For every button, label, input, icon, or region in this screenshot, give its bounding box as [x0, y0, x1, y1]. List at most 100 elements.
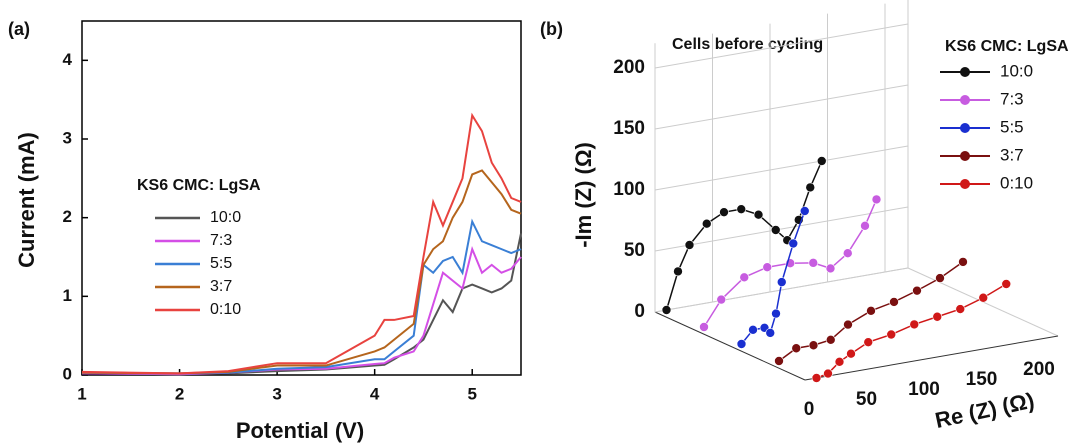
data-point: [684, 240, 695, 250]
data-point: [846, 348, 856, 359]
data-point: [860, 221, 870, 231]
legend-label: 5:5: [210, 255, 232, 272]
data-point: [871, 194, 882, 205]
legend-label: 10:0: [1000, 61, 1033, 80]
data-line: [81, 169, 522, 375]
data-point: [808, 258, 819, 268]
data-point: [958, 257, 968, 267]
legend-title: KS6 CMC: LgSA: [945, 38, 1069, 55]
data-point: [825, 263, 836, 274]
x-tick-label: 4: [370, 384, 380, 403]
data-point: [816, 156, 827, 166]
data-point: [753, 209, 764, 220]
data-point: [935, 273, 945, 283]
data-point: [912, 285, 922, 296]
legend-title: KS6 CMC: LgSA: [137, 177, 261, 194]
legend-label: 5:5: [1000, 117, 1024, 136]
legend-marker: [960, 123, 970, 133]
data-point: [762, 262, 773, 273]
x-tick-label: 0: [804, 399, 815, 420]
data-point: [788, 238, 799, 249]
legend-marker: [960, 95, 970, 105]
box-edge: [804, 335, 1059, 381]
legend-label: 7:3: [210, 232, 232, 249]
plot-frame: [81, 20, 522, 376]
data-point: [719, 207, 729, 217]
data-point: [805, 182, 816, 193]
data-point: [736, 204, 747, 214]
data-point: [765, 328, 776, 338]
x-axis-title: Potential (V): [236, 418, 364, 443]
data-line: [81, 233, 522, 376]
x-tick-label: 2: [175, 384, 184, 403]
x-tick-label: 5: [467, 384, 476, 403]
legend-label: 3:7: [210, 278, 232, 295]
data-point: [748, 324, 758, 335]
data-point: [673, 266, 683, 277]
data-point: [716, 294, 727, 305]
grid-line: [654, 23, 909, 69]
annotation: Cells before cycling: [672, 36, 823, 53]
data-point: [889, 297, 899, 307]
data-point: [736, 339, 747, 349]
data-point: [834, 356, 845, 367]
data-point: [932, 311, 943, 322]
y-tick-label: 0: [63, 364, 72, 383]
data-line: [816, 283, 1007, 379]
data-point: [799, 206, 810, 216]
x-axis-title: Re (Z) (Ω): [933, 388, 1037, 433]
y-axis-title: Current (mA): [14, 132, 39, 268]
data-point: [776, 277, 787, 287]
legend-label: 7:3: [1000, 89, 1024, 108]
data-line: [703, 199, 878, 328]
x-tick-label: 100: [908, 379, 940, 400]
x-tick-label: 50: [856, 389, 877, 410]
y-tick-label: 2: [63, 207, 72, 226]
x-tick-label: 1: [77, 384, 86, 403]
x-tick-label: 150: [966, 369, 998, 390]
y-axis-title: -Im (Z) (Ω): [571, 142, 596, 248]
panel-label: (a): [8, 19, 30, 39]
data-point: [770, 225, 781, 235]
data-point: [811, 373, 822, 383]
data-point: [1001, 279, 1012, 289]
data-line: [81, 218, 522, 375]
y-tick-label: 50: [624, 240, 645, 261]
legend-marker: [960, 179, 970, 189]
y-tick-label: 3: [63, 128, 72, 147]
y-tick-label: 100: [613, 179, 645, 200]
y-tick-label: 1: [63, 286, 72, 305]
data-point: [771, 308, 781, 319]
grid-line: [654, 145, 909, 191]
legend-label: 10:0: [210, 209, 241, 226]
y-tick-label: 150: [613, 118, 645, 139]
data-point: [886, 329, 897, 340]
data-line: [81, 112, 522, 375]
y-tick-label: 200: [613, 57, 645, 78]
data-point: [661, 305, 672, 315]
data-point: [866, 306, 876, 316]
data-point: [909, 319, 920, 330]
y-tick-label: 4: [63, 50, 73, 69]
y-tick-label: 0: [634, 301, 645, 322]
x-tick-label: 3: [272, 384, 281, 403]
data-point: [863, 337, 874, 347]
data-point: [825, 334, 836, 345]
data-line: [778, 261, 964, 362]
data-point: [842, 248, 853, 258]
box-edge: [654, 311, 806, 381]
data-point: [791, 343, 802, 354]
legend-label: 0:10: [1000, 173, 1033, 192]
legend-label: 3:7: [1000, 145, 1024, 164]
data-point: [823, 368, 833, 379]
data-line: [81, 245, 522, 376]
panel-label: (b): [540, 19, 563, 39]
data-point: [843, 319, 853, 330]
grid-line: [654, 206, 909, 252]
legend-label: 0:10: [210, 301, 241, 318]
data-point: [739, 272, 750, 283]
grid-line: [654, 267, 909, 313]
data-point: [699, 322, 709, 332]
data-point: [978, 292, 989, 303]
